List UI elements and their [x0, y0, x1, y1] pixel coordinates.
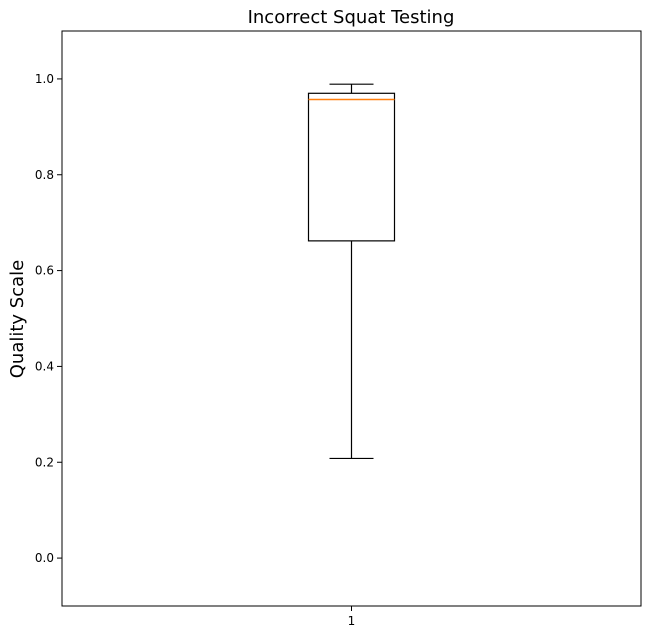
y-tick-label: 0.6	[35, 264, 54, 278]
box-series	[307, 83, 396, 460]
x-axis-ticks: 1	[348, 606, 356, 628]
y-tick-label: 0.0	[35, 551, 54, 565]
y-tick-label: 0.2	[35, 455, 54, 469]
iqr-box	[307, 92, 396, 242]
x-tick-label: 1	[348, 614, 356, 628]
y-tick-label: 0.4	[35, 359, 54, 373]
y-tick-label: 1.0	[35, 72, 54, 86]
y-axis-label: Quality Scale	[7, 260, 28, 378]
y-tick-label: 0.8	[35, 168, 54, 182]
chart-title: Incorrect Squat Testing	[248, 7, 455, 28]
y-axis-ticks: 0.0 0.2 0.4 0.6 0.8 1.0	[35, 72, 62, 565]
